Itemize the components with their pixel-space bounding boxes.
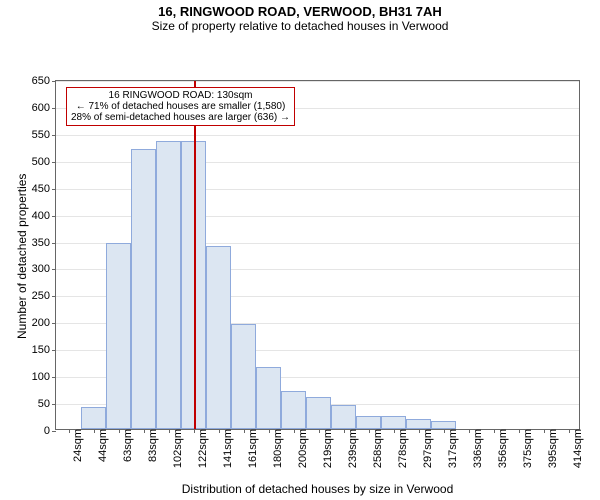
chart-title-line2: Size of property relative to detached ho…: [0, 19, 600, 33]
annotation-line: ← 71% of detached houses are smaller (1,…: [71, 101, 290, 112]
annotation-box: 16 RINGWOOD ROAD: 130sqm← 71% of detache…: [66, 87, 295, 126]
ytick-label: 500: [32, 156, 56, 168]
histogram-bar: [106, 243, 131, 429]
plot-area: 0501001502002503003504004505005506006502…: [55, 80, 580, 430]
annotation-line: 16 RINGWOOD ROAD: 130sqm: [71, 90, 290, 101]
histogram-bar: [406, 419, 431, 429]
histogram-bar: [256, 367, 281, 429]
xtick-label: 258sqm: [371, 429, 385, 468]
histogram-bar: [306, 397, 331, 429]
gridline: [56, 81, 579, 82]
xtick-label: 83sqm: [146, 429, 160, 462]
xtick-label: 161sqm: [246, 429, 260, 468]
ytick-label: 550: [32, 129, 56, 141]
xtick-label: 180sqm: [271, 429, 285, 468]
ytick-label: 50: [38, 398, 56, 410]
xtick-label: 317sqm: [446, 429, 460, 468]
ytick-label: 400: [32, 210, 56, 222]
ytick-label: 300: [32, 263, 56, 275]
chart-title-line1: 16, RINGWOOD ROAD, VERWOOD, BH31 7AH: [0, 4, 600, 19]
xtick-label: 414sqm: [571, 429, 585, 468]
xtick-label: 297sqm: [421, 429, 435, 468]
ytick-label: 100: [32, 371, 56, 383]
xtick-label: 375sqm: [521, 429, 535, 468]
xtick-label: 24sqm: [71, 429, 85, 462]
y-axis-label: Number of detached properties: [15, 174, 29, 339]
xtick-label: 200sqm: [296, 429, 310, 468]
ytick-label: 650: [32, 75, 56, 87]
histogram-bar: [281, 391, 306, 429]
x-axis-label: Distribution of detached houses by size …: [55, 482, 580, 496]
xtick-label: 122sqm: [196, 429, 210, 468]
xtick-label: 239sqm: [346, 429, 360, 468]
xtick-label: 44sqm: [96, 429, 110, 462]
ytick-label: 600: [32, 102, 56, 114]
xtick-label: 395sqm: [546, 429, 560, 468]
annotation-line: 28% of semi-detached houses are larger (…: [71, 112, 290, 123]
ytick-label: 450: [32, 183, 56, 195]
histogram-bar: [131, 149, 156, 429]
histogram-bar: [331, 405, 356, 429]
ytick-label: 0: [44, 425, 56, 437]
histogram-bar: [231, 324, 256, 429]
gridline: [56, 135, 579, 136]
xtick-label: 336sqm: [471, 429, 485, 468]
xtick-label: 278sqm: [396, 429, 410, 468]
histogram-bar: [381, 416, 406, 429]
marker-line: [194, 81, 196, 429]
ytick-label: 200: [32, 317, 56, 329]
ytick-label: 150: [32, 344, 56, 356]
ytick-label: 350: [32, 237, 56, 249]
histogram-bar: [81, 407, 106, 429]
histogram-bar: [156, 141, 181, 429]
xtick-label: 356sqm: [496, 429, 510, 468]
ytick-label: 250: [32, 290, 56, 302]
histogram-bar: [206, 246, 231, 429]
xtick-label: 102sqm: [171, 429, 185, 468]
histogram-bar: [431, 421, 456, 429]
xtick-label: 219sqm: [321, 429, 335, 468]
xtick-label: 63sqm: [121, 429, 135, 462]
histogram-bar: [356, 416, 381, 429]
xtick-label: 141sqm: [221, 429, 235, 468]
